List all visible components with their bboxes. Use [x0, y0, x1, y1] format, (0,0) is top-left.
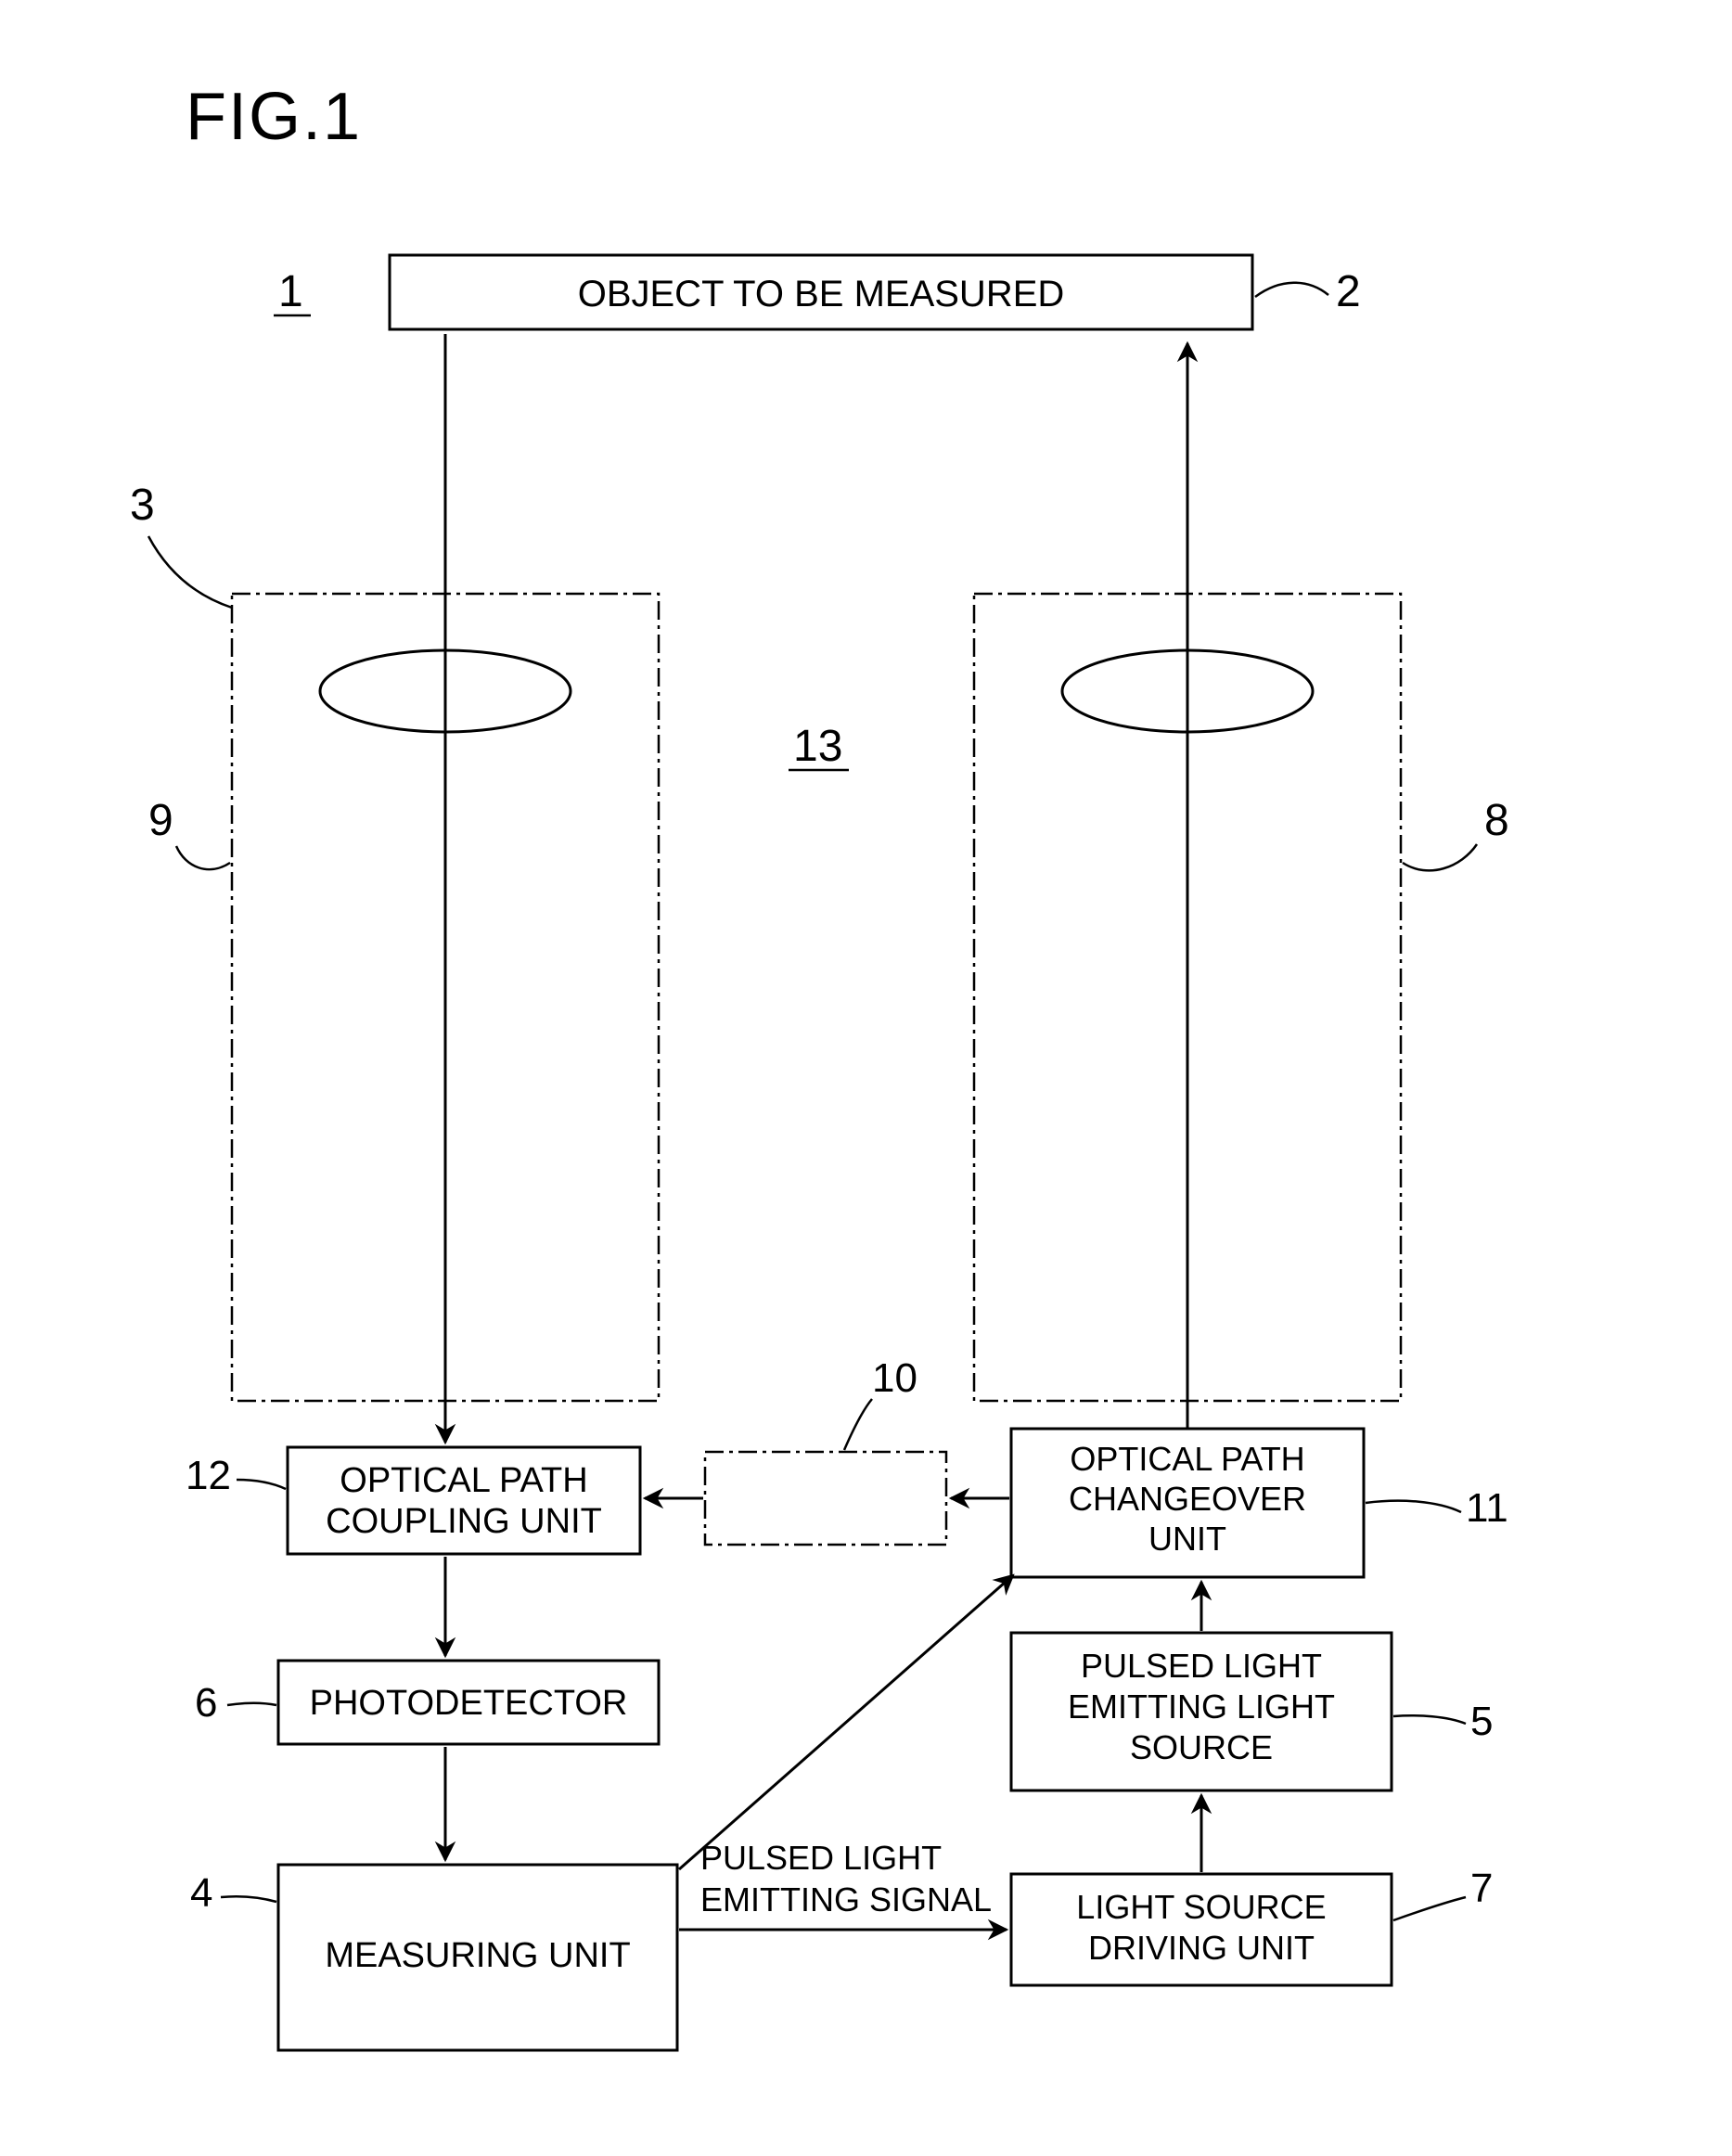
photodetector-label: PHOTODETECTOR [310, 1684, 628, 1723]
signal-label-1: PULSED LIGHT [700, 1839, 942, 1877]
ref-5-leader [1393, 1715, 1466, 1724]
ref-5: 5 [1470, 1699, 1493, 1744]
ref-9: 9 [148, 796, 173, 845]
driving-label-2: DRIVING UNIT [1088, 1929, 1315, 1967]
ref-10-leader [844, 1399, 872, 1450]
ref-11: 11 [1466, 1485, 1508, 1531]
ref-12: 12 [186, 1453, 231, 1498]
measuring-label: MEASURING UNIT [325, 1936, 630, 1975]
ref-1: 1 [278, 267, 303, 316]
ref-8-leader [1403, 844, 1477, 870]
ref-8: 8 [1484, 796, 1509, 845]
source-label-1: PULSED LIGHT [1081, 1647, 1322, 1685]
figure-title: FIG.1 [186, 80, 362, 154]
ref-13: 13 [793, 722, 842, 771]
coupling-label-2: COUPLING UNIT [326, 1502, 602, 1541]
ref-2: 2 [1336, 267, 1361, 316]
ref-3-leader [148, 536, 232, 608]
signal-label-2: EMITTING SIGNAL [700, 1880, 992, 1919]
changeover-label-2: CHANGEOVER [1069, 1480, 1306, 1518]
changeover-label-3: UNIT [1148, 1520, 1226, 1558]
ref-12-leader [237, 1480, 286, 1489]
coupling-label-1: OPTICAL PATH [340, 1461, 587, 1500]
changeover-label-1: OPTICAL PATH [1070, 1440, 1304, 1478]
ref-4: 4 [190, 1870, 212, 1916]
source-label-2: EMITTING LIGHT [1068, 1688, 1335, 1726]
ref-10: 10 [872, 1355, 917, 1401]
ref-6-leader [227, 1703, 276, 1705]
ref-11-leader [1366, 1501, 1461, 1512]
arrow-measuring-to-changeover [679, 1575, 1013, 1869]
driving-label-1: LIGHT SOURCE [1076, 1888, 1326, 1926]
ref10-box [705, 1452, 946, 1545]
ref-6: 6 [195, 1680, 217, 1726]
ref-7-leader [1393, 1897, 1466, 1920]
ref-9-leader [176, 846, 230, 869]
ref-7: 7 [1470, 1866, 1493, 1911]
source-label-3: SOURCE [1130, 1728, 1273, 1766]
ref-4-leader [221, 1896, 276, 1902]
ref-3: 3 [130, 481, 155, 530]
object-label: OBJECT TO BE MEASURED [578, 274, 1065, 314]
figure-canvas: FIG.1 OBJECT TO BE MEASURED OPTICAL PATH… [0, 0, 1732, 2156]
ref-2-leader [1255, 283, 1328, 297]
